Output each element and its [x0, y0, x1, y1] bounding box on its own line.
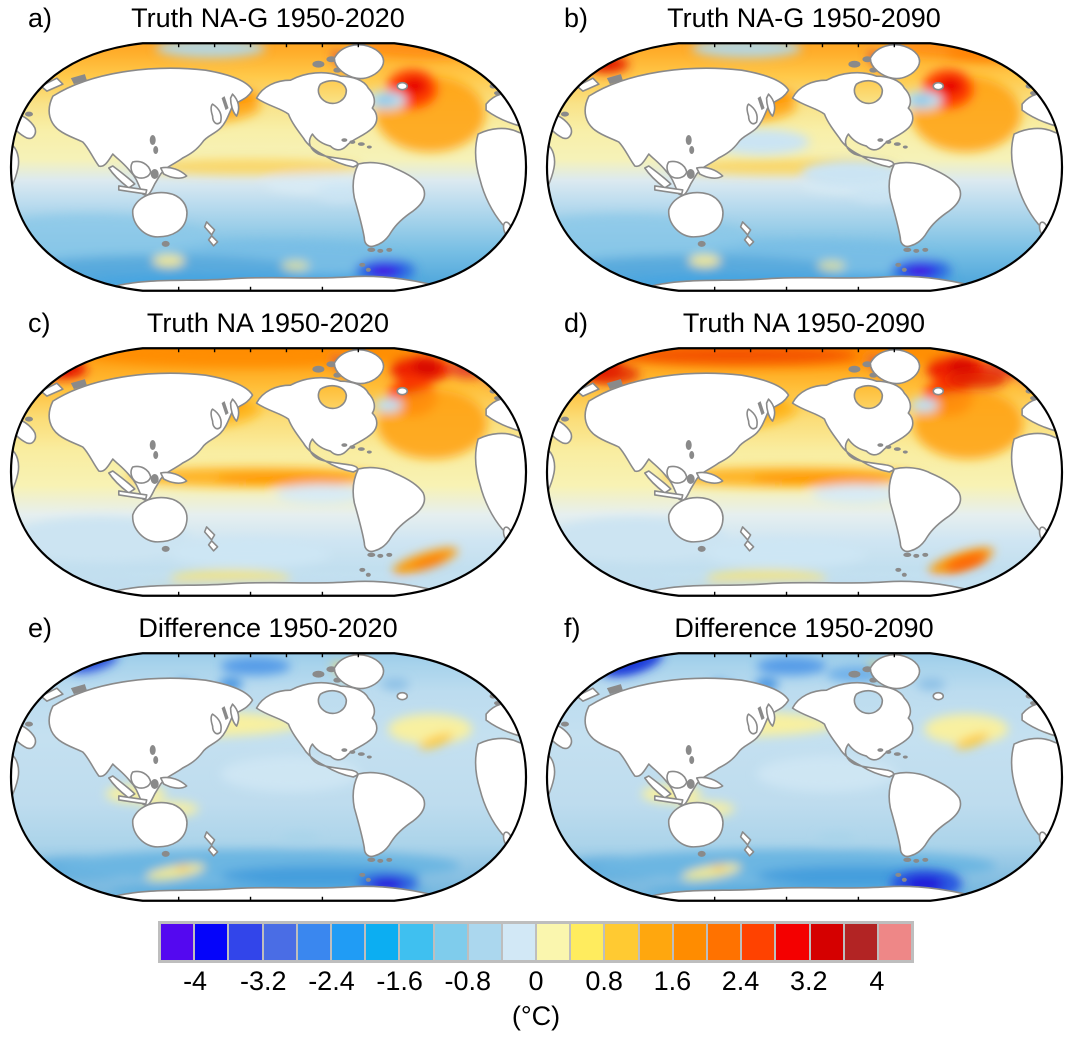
colorbar-segment: [776, 924, 809, 960]
colorbar-tick-label: 4: [869, 966, 885, 996]
colorbar-tick-label: -3.2: [240, 966, 287, 996]
panel-b-header: b) Truth NA-G 1950-2090: [536, 0, 1072, 34]
panel-e-header: e) Difference 1950-2020: [0, 610, 536, 644]
panel-d-label: d): [564, 308, 589, 338]
colorbar-segment: [331, 924, 365, 960]
colorbar-tick-label: -2.4: [308, 966, 355, 996]
panel-grid: a) Truth NA-G 1950-2020 b) Truth NA-G 19…: [0, 0, 1072, 915]
colorbar-segment: [297, 924, 330, 960]
colorbar-segment: [502, 924, 536, 960]
colorbar-tick-label: 3.2: [789, 966, 828, 996]
panel-a: a) Truth NA-G 1950-2020: [0, 0, 536, 305]
world-map-a: [1, 34, 536, 300]
panel-b: b) Truth NA-G 1950-2090: [536, 0, 1072, 305]
colorbar-segment: [229, 924, 262, 960]
colorbar-segment: [468, 924, 501, 960]
colorbar-segment: [400, 924, 433, 960]
colorbar-segment: [161, 924, 194, 960]
colorbar-segment: [742, 924, 775, 960]
panel-f-header: f) Difference 1950-2090: [536, 610, 1072, 644]
colorbar: -4 -3.2 -2.4 -1.6 -0.8 0 0.8 1.6 2.4 3.2 4 (°C): [0, 921, 1072, 1032]
world-map-d: [537, 339, 1072, 605]
colorbar-segment: [537, 924, 570, 960]
colorbar-tick-label: 1.6: [653, 966, 692, 996]
world-map-b: [537, 34, 1072, 300]
panel-e-title: Difference 1950-2020: [138, 613, 398, 643]
colorbar-tick-label: -4: [183, 966, 208, 996]
panel-c-title: Truth NA 1950-2020: [146, 308, 390, 338]
panel-c-label: c): [28, 308, 51, 338]
colorbar-ticks: -4 -3.2 -2.4 -1.6 -0.8 0 0.8 1.6 2.4 3.2 4: [161, 966, 911, 1000]
colorbar-segment: [605, 924, 638, 960]
colorbar-segment: [810, 924, 843, 960]
world-map-c: [1, 339, 536, 605]
panel-f-title: Difference 1950-2090: [674, 613, 934, 643]
colorbar-segment: [639, 924, 672, 960]
panel-d-title: Truth NA 1950-2090: [682, 308, 926, 338]
colorbar-segment: [673, 924, 706, 960]
panel-d-header: d) Truth NA 1950-2090: [536, 305, 1072, 339]
colorbar-tick-label: 2.4: [721, 966, 760, 996]
panel-f-label: f): [564, 613, 581, 643]
panel-a-label: a): [28, 3, 53, 33]
panel-f: f) Difference 1950-2090: [536, 610, 1072, 915]
colorbar-segment: [878, 924, 912, 960]
panel-a-header: a) Truth NA-G 1950-2020: [0, 0, 536, 34]
colorbar-segment: [571, 924, 604, 960]
panel-d: d) Truth NA 1950-2090: [536, 305, 1072, 610]
panel-c-header: c) Truth NA 1950-2020: [0, 305, 536, 339]
colorbar-segment: [263, 924, 296, 960]
colorbar-segment: [366, 924, 399, 960]
colorbar-tick-label: 0: [528, 966, 544, 996]
colorbar-unit-label: (°C): [511, 1001, 561, 1031]
world-map-e: [1, 644, 536, 910]
colorbar-segments: [158, 921, 914, 963]
colorbar-tick-label: 0.8: [585, 966, 623, 996]
world-map-f: [537, 644, 1072, 910]
panel-a-title: Truth NA-G 1950-2020: [131, 3, 405, 33]
panel-e-label: e): [28, 613, 53, 643]
colorbar-tick-label: -0.8: [444, 966, 492, 996]
panel-c: c) Truth NA 1950-2020: [0, 305, 536, 610]
panel-e: e) Difference 1950-2020: [0, 610, 536, 915]
panel-b-title: Truth NA-G 1950-2090: [667, 3, 941, 33]
colorbar-segment: [844, 924, 877, 960]
colorbar-segment: [708, 924, 741, 960]
colorbar-tick-label: -1.6: [376, 966, 423, 996]
colorbar-segment: [195, 924, 228, 960]
panel-b-label: b): [564, 3, 589, 33]
colorbar-segment: [434, 924, 467, 960]
